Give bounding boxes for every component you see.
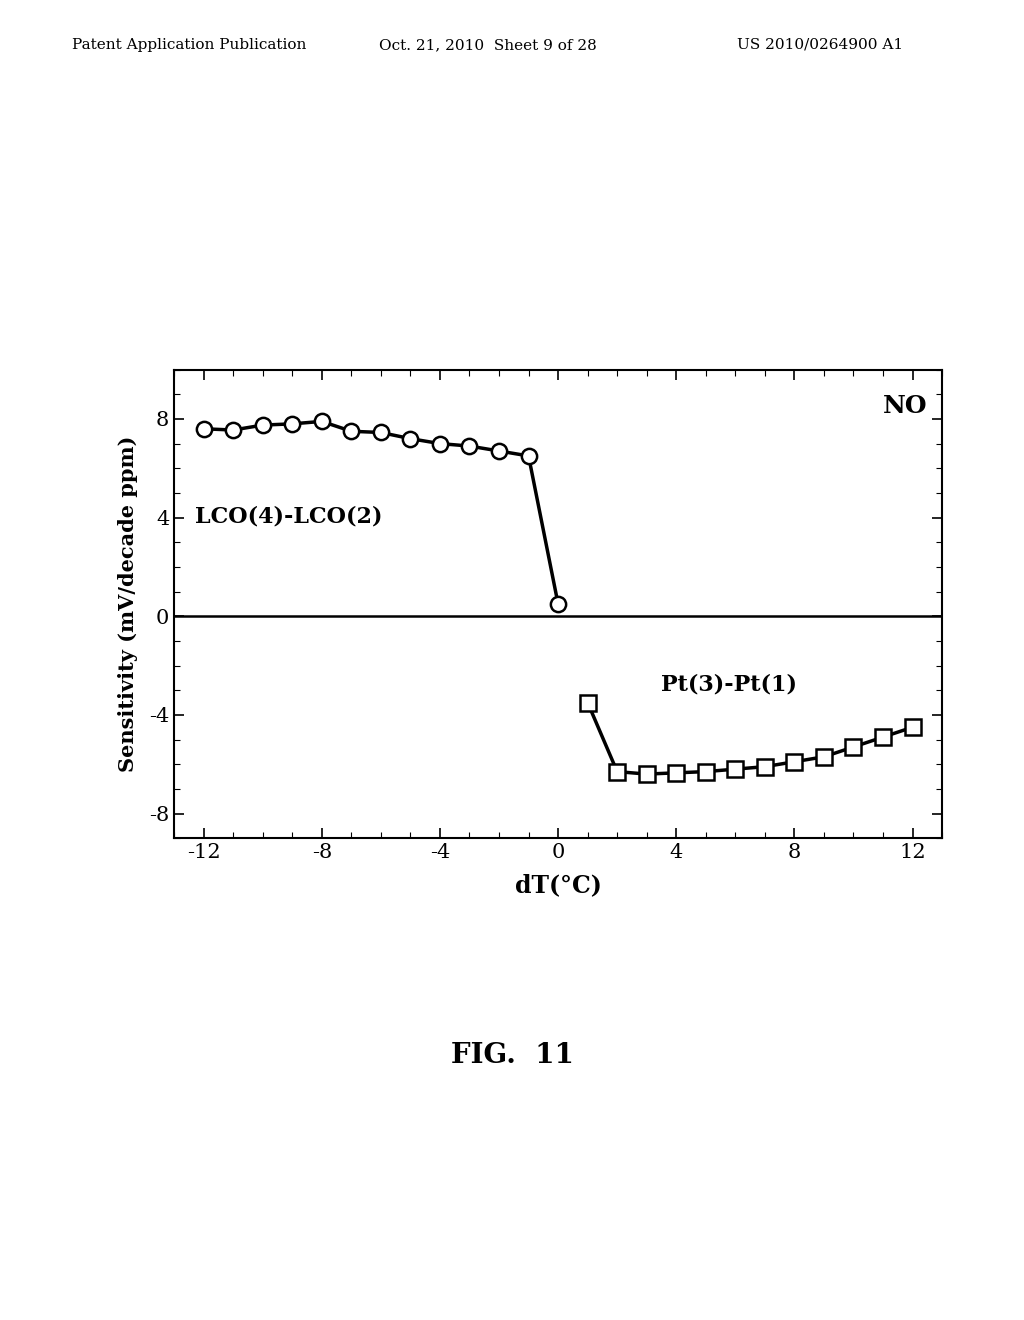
Text: Oct. 21, 2010  Sheet 9 of 28: Oct. 21, 2010 Sheet 9 of 28	[379, 38, 597, 51]
X-axis label: dT(°C): dT(°C)	[515, 873, 601, 898]
Text: LCO(4)-LCO(2): LCO(4)-LCO(2)	[195, 506, 382, 528]
Text: FIG.  11: FIG. 11	[451, 1041, 573, 1069]
Text: NO: NO	[883, 395, 928, 418]
Y-axis label: Sensitivity (mV/decade ppm): Sensitivity (mV/decade ppm)	[118, 436, 138, 772]
Text: Patent Application Publication: Patent Application Publication	[72, 38, 306, 51]
Text: US 2010/0264900 A1: US 2010/0264900 A1	[737, 38, 903, 51]
Text: Pt(3)-Pt(1): Pt(3)-Pt(1)	[662, 673, 798, 696]
